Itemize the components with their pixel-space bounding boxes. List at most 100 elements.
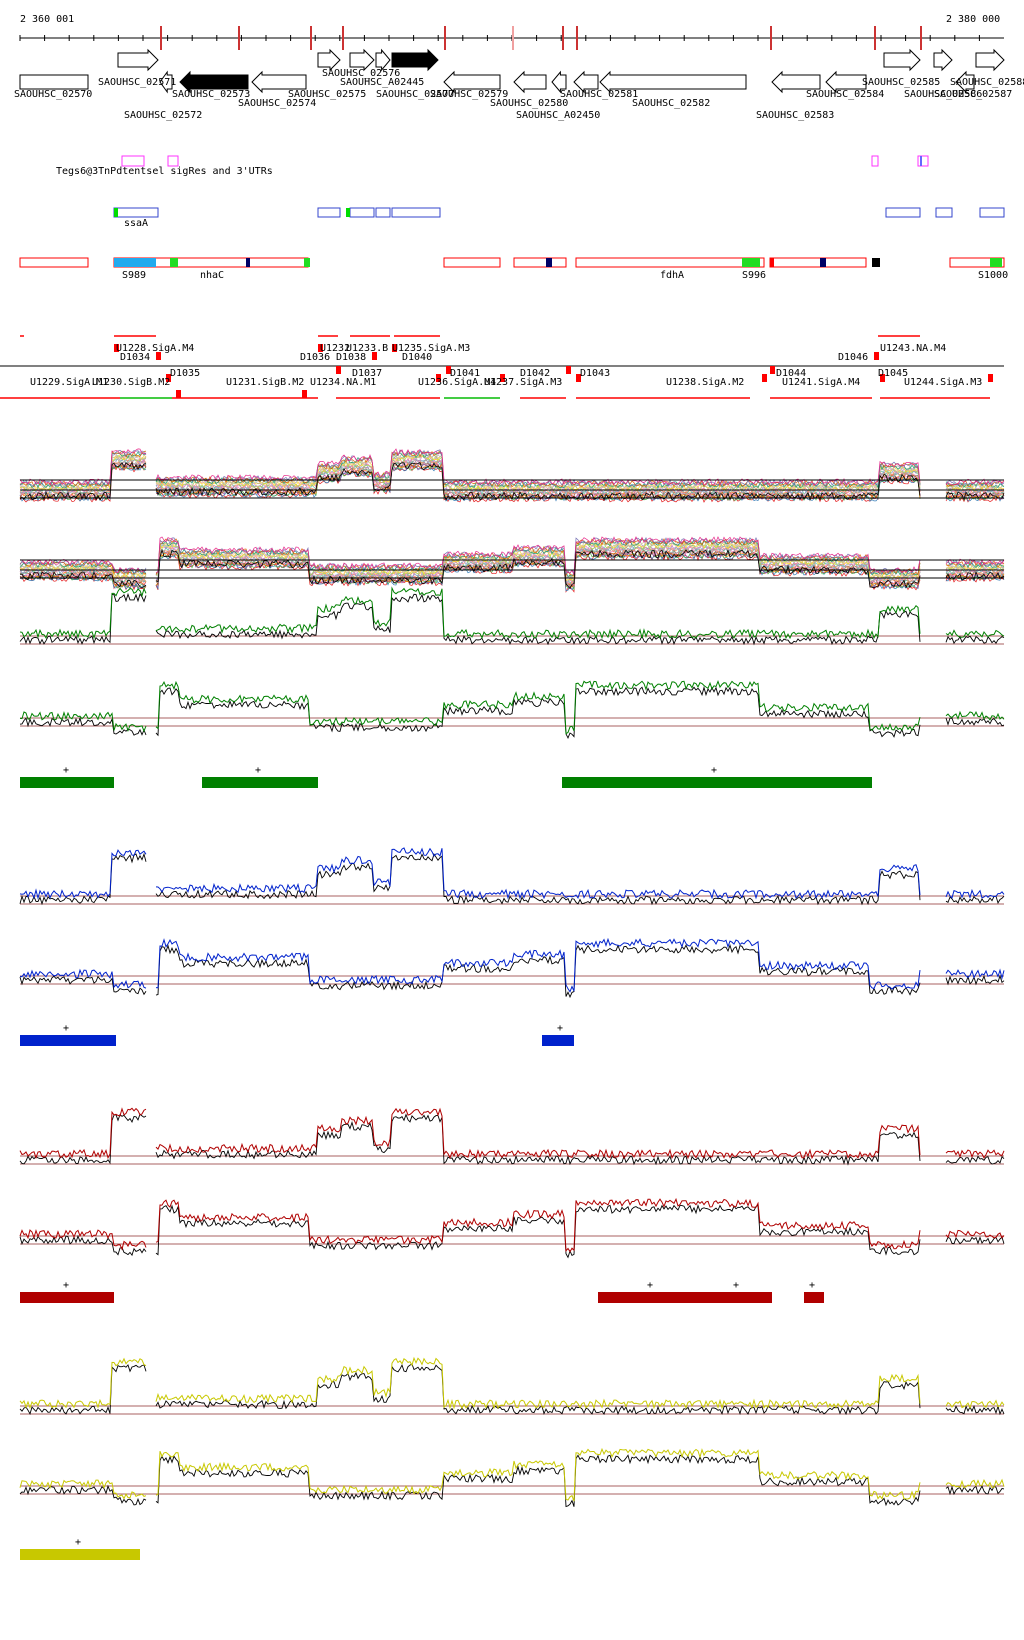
gene-label: SAOUHSC_02572 (124, 110, 202, 121)
gene-arrow (825, 70, 867, 94)
tu-label: D1042 (520, 368, 550, 379)
ssaA-label: ssaA (124, 218, 148, 229)
condition-bars: + + + + + + + + + + (20, 765, 872, 1560)
tu-marker (392, 344, 397, 352)
feature-fill (170, 258, 178, 267)
profile-series (20, 548, 1005, 589)
plus-marker: + (255, 765, 261, 776)
ruler-marker (920, 26, 922, 50)
tu-label: U1231.SigB.M2 (226, 377, 304, 388)
blue-feature (317, 207, 341, 218)
gene-arrow (375, 48, 391, 72)
gene-arrow (251, 70, 307, 94)
tu-label: U1241.SigA.M4 (782, 377, 860, 388)
gene-label: SAOUHSC_02576 (322, 68, 400, 79)
ruler-marker (444, 26, 446, 50)
feature-box (513, 257, 567, 268)
ruler-marker (874, 26, 876, 50)
utr-box (871, 155, 879, 167)
gene-label: SAOUHSC_02574 (238, 98, 316, 109)
gene-label: SAOUHSC_A02445 (340, 77, 424, 88)
gene-arrow (955, 70, 975, 94)
green-mark (346, 208, 350, 217)
feature-fill (990, 258, 1002, 267)
condition-bar-segment (598, 1292, 772, 1303)
utr-track-title: Tegs6@3TnPdtentsel sigRes and 3'UTRs (56, 166, 273, 177)
coord-start: 2 360 001 (20, 14, 74, 25)
tu-label: U1236.SigA.M4 (418, 377, 496, 388)
tu-marker (436, 374, 441, 382)
tu-label: D1036 (300, 352, 330, 363)
ruler-marker (512, 26, 514, 50)
blue-feature (935, 207, 953, 218)
tu-label: U1230.SigB.M2 (92, 377, 170, 388)
coordinate-ruler (19, 26, 1004, 50)
profile-series (19, 685, 1005, 739)
tu-label: U1243.NA.M4 (880, 343, 946, 354)
gene-arrow (975, 48, 1005, 72)
feature-label: S1000 (978, 270, 1008, 281)
tu-marker (176, 390, 181, 398)
profile-series (19, 1107, 1005, 1160)
tu-label: U1244.SigA.M3 (904, 377, 982, 388)
gene-arrow (513, 70, 547, 94)
blue-feature (375, 207, 391, 218)
gene-arrow (349, 48, 375, 72)
tu-marker (302, 390, 307, 398)
tu-marker (880, 374, 885, 382)
gene-label: SAOUHSC_02584 (806, 89, 884, 100)
gene-label: SAOUHSC_02571 (98, 77, 176, 88)
tu-marker (770, 366, 775, 374)
utr-box (917, 155, 929, 167)
feature-label: fdhA (660, 270, 684, 281)
gene-label: SAOUHSC_02575 (288, 89, 366, 100)
profile-series (19, 1454, 1005, 1508)
tu-label: D1038 (336, 352, 366, 363)
expression-profiles (19, 448, 1005, 1508)
feature-fill (546, 258, 552, 267)
feature-fill (246, 258, 250, 267)
gene-label: SAOUHSC_02570 (14, 89, 92, 100)
feature-label: S996 (742, 270, 766, 281)
blue-feature (113, 207, 159, 218)
gene-label: SAOUHSC_02579 (430, 89, 508, 100)
gene-arrow (159, 70, 173, 94)
tu-label: U1229.SigA.M1 (30, 377, 108, 388)
tu-label: D1046 (838, 352, 868, 363)
gene-arrow (771, 70, 821, 94)
profile-series (19, 943, 1005, 999)
ruler-marker (562, 26, 564, 50)
condition-bar-segment (202, 777, 318, 788)
gene-label: SAOUHSC_02582 (632, 98, 710, 109)
feature-fill (820, 258, 826, 267)
plus-marker: + (63, 1023, 69, 1034)
ruler-marker (310, 26, 312, 50)
profile-series (19, 847, 1005, 900)
utr-box (121, 155, 145, 167)
condition-bar-segment (804, 1292, 824, 1303)
profile-series (19, 1363, 1005, 1416)
condition-bar-segment (20, 1292, 114, 1303)
tu-label: U1238.SigA.M2 (666, 377, 744, 388)
tu-label: D1045 (878, 368, 908, 379)
tu-label: D1040 (402, 352, 432, 363)
profile-series (19, 456, 1005, 494)
condition-bar-segment (20, 1035, 116, 1046)
tu-marker (566, 366, 571, 374)
gene-label: SAOUHSC_02583 (756, 110, 834, 121)
tu-label: D1034 (120, 352, 150, 363)
tu-label: U1233.B (346, 343, 388, 354)
green-mark (114, 208, 118, 217)
tu-marker (336, 366, 341, 374)
gene-label: SAOUHSC_02581 (560, 89, 638, 100)
tu-marker (576, 374, 581, 382)
tu-marker (114, 344, 119, 352)
gene-label: SAOUHSC_02580 (490, 98, 568, 109)
tu-marker (156, 352, 161, 360)
plus-marker: + (809, 1280, 815, 1291)
tu-marker (874, 352, 879, 360)
tu-marker (446, 366, 451, 374)
tu-label: D1037 (352, 368, 382, 379)
